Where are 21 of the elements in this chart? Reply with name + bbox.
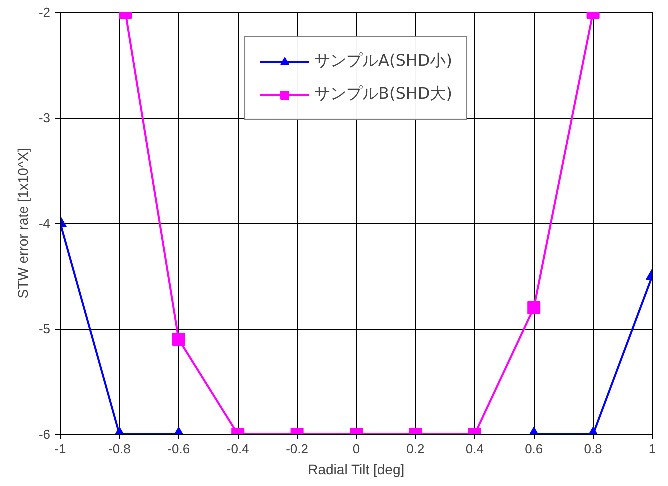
y-tick-label: -6 — [38, 427, 51, 442]
x-tick-label: -0.4 — [226, 442, 250, 456]
x-tick-label: -1 — [54, 442, 66, 456]
x-tick-label: 0.6 — [525, 442, 544, 456]
point — [528, 301, 541, 314]
x-tick-label: 0.2 — [406, 442, 425, 456]
legend-label: サンプルA(SHD小) — [314, 51, 452, 72]
y-tick-label: -3 — [38, 110, 51, 126]
y-tick-label: -4 — [38, 216, 51, 231]
x-tick-label: -0.6 — [168, 442, 190, 456]
x-tick-label: -0.8 — [108, 442, 131, 456]
y-tick-label: -2 — [38, 5, 51, 20]
x-tick-label: 1 — [648, 442, 656, 456]
legend-label: サンプルB(SHD大) — [314, 84, 452, 105]
x-tick-label: 0.4 — [466, 442, 484, 456]
x-tick-label: 0 — [352, 442, 360, 456]
x-tick-label: -0.2 — [286, 442, 309, 456]
x-tick-label: 0.8 — [584, 442, 602, 456]
x-axis-title: Radial Tilt [deg] — [308, 462, 405, 478]
y-tick-label: -5 — [38, 322, 51, 336]
y-axis-title: STW error rate [1x10^X] — [14, 148, 31, 299]
